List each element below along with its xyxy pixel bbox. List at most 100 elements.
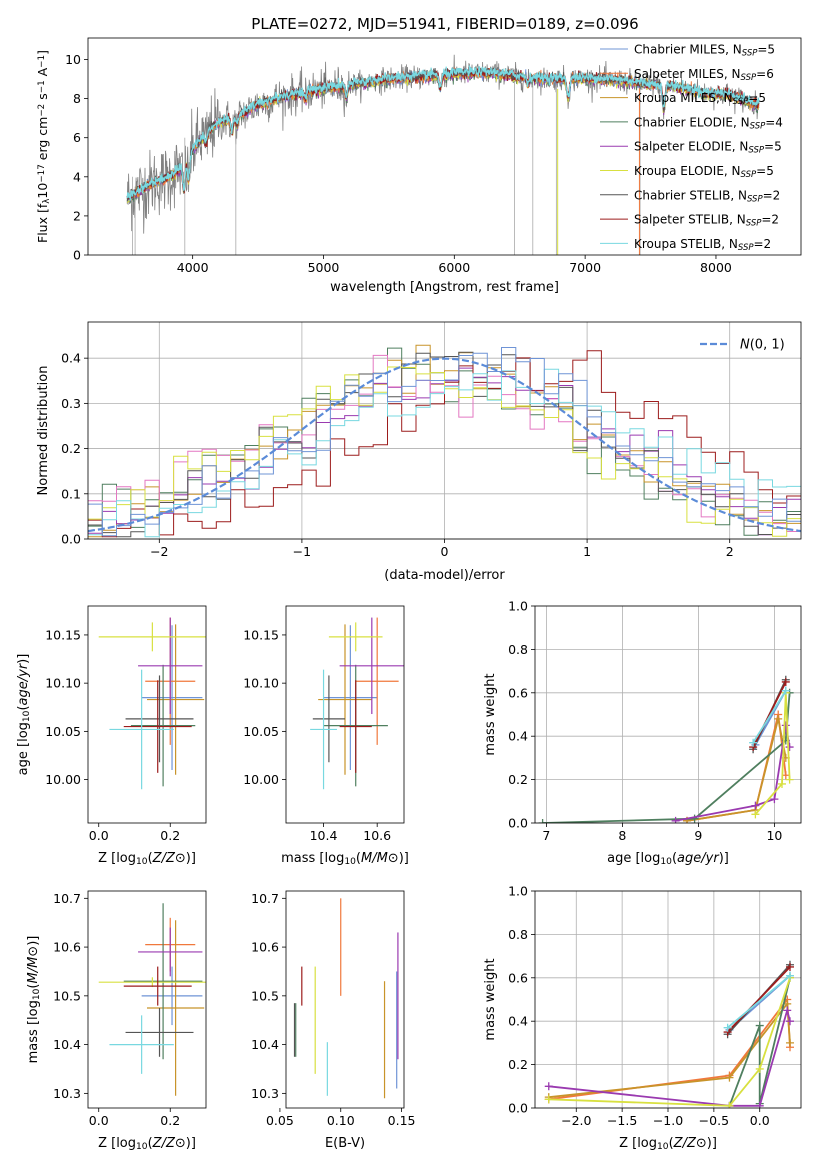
axes-frame (87, 321, 802, 540)
label-part: mass [log (281, 851, 344, 866)
x-tick-label: 8 (618, 828, 626, 843)
weight-marker (785, 775, 794, 784)
axes-frame (87, 605, 207, 824)
label-part: A (35, 67, 50, 80)
label-part: mass [log (26, 1000, 41, 1063)
label-part: ] (35, 50, 50, 55)
x-axis-label: age [log10(age/yr)] (607, 851, 729, 867)
x-axis-label: (data-model)/error (384, 568, 505, 583)
label-part: N (740, 338, 750, 353)
label-part: )] (186, 851, 196, 866)
weight-marker (755, 1101, 764, 1108)
plot-area (544, 960, 794, 1108)
label-part: )] (186, 1136, 196, 1151)
y-tick-label: 10.10 (243, 676, 279, 691)
weight-line (728, 977, 791, 1107)
x-tick-label: 7000 (569, 260, 601, 275)
x-axis-label: wavelength [Angstrom, rest frame] (330, 280, 559, 295)
weight-marker (785, 743, 794, 752)
label-part: E(B-V) (325, 1136, 365, 1151)
axes-mass_vs_ebv: 0.05 0.10 0.15 10.3 10.4 10.5 10.6 10.7 E(B-V) (251, 890, 415, 1151)
x-axis-label: Z [log10(Z/Z⊙)] (98, 1136, 196, 1152)
x-tick-label: 0.0 (89, 828, 109, 843)
label-part: ( (26, 984, 41, 989)
x-tick-label: 10.4 (310, 828, 338, 843)
weight-marker (783, 1006, 792, 1015)
y-axis-label: mass weight (483, 673, 498, 755)
label-part: Z [log (98, 1136, 136, 1151)
legend-label: Chabrier MILES, NSSP=5 (634, 43, 775, 59)
label-part: Flux [f (35, 203, 50, 243)
legend-count: =2 (761, 213, 779, 227)
label-part: ( (669, 1136, 674, 1151)
label-part: )] (399, 851, 409, 866)
plot-area (293, 898, 399, 1099)
legend-name: Chabrier ELODIE, N (634, 115, 750, 129)
histogram-step (88, 351, 801, 538)
axes-frame (285, 890, 405, 1109)
legend-label: Kroupa STELIB, NSSP=2 (634, 237, 771, 253)
label-part: )] (719, 851, 729, 866)
label-part: 10 (35, 183, 50, 199)
y-tick-label: 0.2 (508, 772, 528, 787)
y-tick-label: 0.6 (508, 685, 528, 700)
y-tick-label: 0.0 (61, 532, 81, 547)
weight-marker (785, 1038, 794, 1047)
weight-marker (544, 1082, 553, 1091)
axes-age_vs_mass: 10.4 10.6 10.00 10.05 10.10 10.15 mass [log10(… (243, 605, 409, 867)
plot-area (98, 903, 206, 1096)
y-tick-label: 10.15 (45, 627, 81, 642)
plot-area (88, 344, 801, 538)
legend-count: =5 (757, 43, 775, 57)
axes-mass_vs_Z: 0.0 0.210.310.410.510.610.7Z [log10(Z/Z⊙)… (26, 890, 207, 1152)
weight-marker (751, 810, 760, 819)
legend-count: =5 (764, 140, 782, 154)
x-tick-label: 0.2 (160, 828, 180, 843)
axes-frame (534, 890, 802, 1109)
legend-name: Kroupa ELODIE, N (634, 164, 741, 178)
axes-frame (87, 37, 802, 256)
plot-area (98, 617, 206, 790)
label-part: ( (148, 1136, 153, 1151)
y-axis-label: Normed distribution (36, 366, 51, 496)
y-tick-label: 1.0 (508, 599, 528, 614)
y-tick-label: 10 (65, 52, 81, 67)
x-axis-label: E(B-V) (325, 1136, 365, 1151)
weight-marker (755, 1064, 764, 1073)
x-tick-label: −1.0 (653, 1113, 683, 1128)
legend-label: Salpeter STELIB, NSSP=2 (634, 213, 779, 229)
legend-name: Salpeter MILES, N (634, 67, 741, 81)
weight-line (754, 692, 791, 815)
weight-marker (781, 686, 790, 695)
legend-count: =4 (765, 115, 783, 129)
weight-marker (671, 816, 680, 823)
x-tick-label: −0.5 (699, 1113, 729, 1128)
legend-label: Kroupa ELODIE, NSSP=5 (634, 164, 774, 180)
label-part: −1 (37, 55, 47, 68)
figure-title: PLATE=0272, MJD=51941, FIBERID=0189, z=0… (251, 15, 638, 33)
label-part: ( (148, 851, 153, 866)
y-tick-label: 10.3 (251, 1086, 279, 1101)
x-axis-label: Z [log10(Z/Z⊙)] (619, 1136, 717, 1152)
x-tick-label: 4000 (177, 260, 209, 275)
weight-marker (778, 779, 786, 788)
legend-count: =5 (756, 164, 774, 178)
weight-marker (690, 814, 699, 823)
label-part: Z [log (619, 1136, 657, 1151)
label-part: age [log (16, 722, 31, 775)
x-tick-label: 0.2 (160, 1113, 180, 1128)
legend-subscript: SSP (738, 243, 754, 253)
axes-frame (285, 605, 405, 824)
x-tick-label: 2 (726, 544, 734, 559)
y-axis-label: Flux [fλ10−17 erg cm−2 s−1 A−1] (35, 50, 52, 243)
label-part: −17 (37, 164, 47, 182)
label-part: 10 (344, 857, 356, 867)
legend-name: Chabrier MILES, N (634, 43, 742, 57)
legend-label: Salpeter ELODIE, NSSP=5 (634, 140, 782, 156)
plot-area (310, 617, 404, 790)
y-tick-label: 10.3 (53, 1086, 81, 1101)
label-part: ( (16, 705, 31, 710)
weight-marker (725, 1101, 734, 1108)
label-part: λ (42, 199, 52, 204)
